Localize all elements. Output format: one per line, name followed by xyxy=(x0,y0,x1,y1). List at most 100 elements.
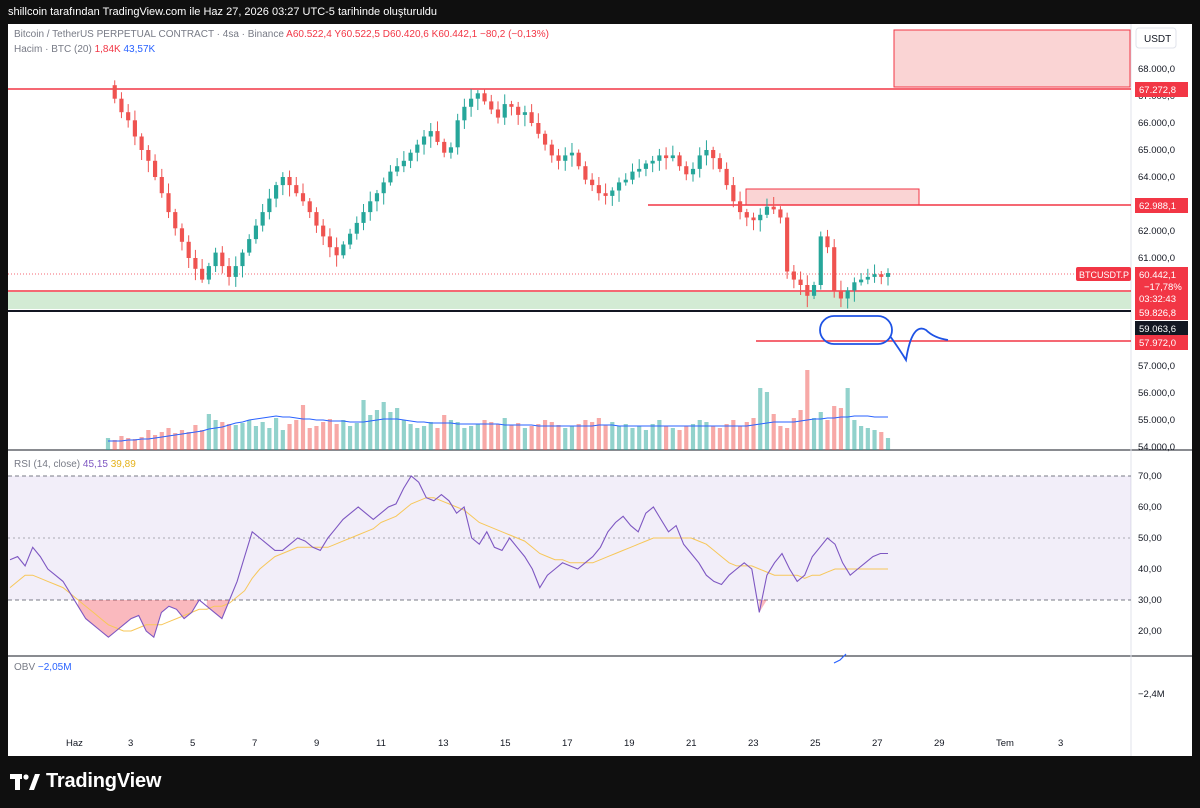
volume-bar xyxy=(132,439,137,450)
symbol-name[interactable]: Bitcoin / TetherUS PERPETUAL CONTRACT · … xyxy=(14,29,284,40)
volume-bar xyxy=(274,418,279,450)
candle-body xyxy=(240,252,245,267)
candle-body xyxy=(832,247,837,291)
price-tick: 66.000,0 xyxy=(1138,118,1175,129)
obv-legend[interactable]: OBV −2,05M xyxy=(14,662,72,673)
candle-body xyxy=(213,252,218,267)
volume-bar xyxy=(684,426,689,450)
rsi-ma-value: 39,89 xyxy=(110,459,136,470)
candle-body xyxy=(670,155,675,159)
volume-bar xyxy=(294,420,299,450)
volume-bar xyxy=(805,370,810,450)
rsi-label: RSI (14, close) xyxy=(14,459,81,470)
candle-body xyxy=(677,155,682,167)
rsi-tick: 60,00 xyxy=(1138,502,1162,513)
time-tick: 3 xyxy=(1058,738,1063,749)
chart-svg[interactable]: 68.000,067.000,066.000,065.000,064.000,0… xyxy=(8,24,1192,756)
price-axis[interactable]: 68.000,067.000,066.000,065.000,064.000,0… xyxy=(1138,64,1175,453)
rsi-tick: 50,00 xyxy=(1138,533,1162,544)
candle-body xyxy=(704,150,709,156)
volume-bar xyxy=(368,415,373,450)
volume-bar xyxy=(690,424,696,450)
volume-bar xyxy=(859,426,864,450)
candle-body xyxy=(690,168,696,175)
volume-bar xyxy=(818,412,823,450)
volume-bar xyxy=(220,422,225,450)
candle-body xyxy=(502,104,507,118)
time-tick: Tem xyxy=(996,738,1014,749)
volume-bar xyxy=(502,418,507,450)
candle-body xyxy=(583,166,588,180)
rsi-axis: 70,00 60,00 50,00 40,00 30,00 20,00 xyxy=(1138,471,1162,637)
candle-body xyxy=(146,150,151,161)
candle-body xyxy=(717,158,722,169)
candle-body xyxy=(744,212,749,218)
candle-body xyxy=(435,131,440,142)
symbol-tag: BTCUSDT.P xyxy=(1076,267,1131,281)
currency-label[interactable]: USDT xyxy=(1144,34,1171,45)
candle-body xyxy=(274,185,279,199)
volume-bar xyxy=(583,420,588,450)
volume-bar xyxy=(260,422,265,450)
price-tick: 64.000,0 xyxy=(1138,172,1175,183)
candle-body xyxy=(408,152,413,161)
time-tick: 17 xyxy=(562,738,573,749)
time-axis[interactable]: Haz 3 5 7 9 11 13 15 17 19 21 23 25 27 29 Tem 3 xyxy=(66,738,1063,749)
price-tick: 68.000,0 xyxy=(1138,64,1175,75)
volume-bar xyxy=(664,426,669,450)
time-tick: 9 xyxy=(314,738,319,749)
candle-body xyxy=(112,85,117,99)
volume-bar xyxy=(556,425,561,450)
rsi-legend[interactable]: RSI (14, close) 45,15 39,89 xyxy=(14,459,136,470)
volume-bar xyxy=(865,428,870,450)
candle-body xyxy=(421,136,427,145)
tradingview-wordmark: TradingView xyxy=(46,770,162,792)
candle-body xyxy=(179,228,185,242)
volume-bar xyxy=(542,420,548,450)
volume-legend[interactable]: Hacim · BTC (20) 1,84K 43,57K xyxy=(14,44,155,55)
volume-bar xyxy=(529,426,534,450)
symbol-legend[interactable]: Bitcoin / TetherUS PERPETUAL CONTRACT · … xyxy=(14,29,549,40)
volume-bar xyxy=(643,430,649,450)
volume-bar xyxy=(758,388,763,450)
time-tick: 25 xyxy=(810,738,821,749)
volume-bar xyxy=(112,440,117,450)
volume-bar xyxy=(314,426,319,450)
candle-body xyxy=(785,217,790,272)
candle-body xyxy=(623,179,628,183)
volume-bar xyxy=(354,423,359,450)
candle-body xyxy=(307,201,312,213)
candle-body xyxy=(563,155,568,161)
time-tick: 11 xyxy=(376,738,386,749)
volume-bar xyxy=(334,424,339,450)
svg-text:57.972,0: 57.972,0 xyxy=(1139,338,1176,349)
price-tick: 54.000,0 xyxy=(1138,442,1175,453)
last-price-tag: 60.442,1 −17,78% 03:32:43 xyxy=(1135,267,1188,310)
tradingview-logo[interactable]: TradingView xyxy=(10,770,161,793)
candle-body xyxy=(260,212,265,226)
candle-body xyxy=(415,144,420,153)
rsi-tick: 20,00 xyxy=(1138,626,1162,637)
candle-body xyxy=(569,152,575,156)
volume-bar xyxy=(563,428,568,450)
currency-button[interactable] xyxy=(1135,27,1177,49)
volume-bar xyxy=(240,423,245,450)
volume-bar xyxy=(469,426,474,450)
candle-body xyxy=(482,93,487,102)
price-tag-level-5: 57.972,0 xyxy=(1135,335,1188,350)
candle-body xyxy=(603,193,608,196)
volume-bar xyxy=(852,420,857,450)
candle-body xyxy=(630,171,635,180)
volume-bar xyxy=(173,433,178,450)
candle-body xyxy=(233,266,238,277)
volume-bar xyxy=(280,430,285,450)
volume-bar xyxy=(751,418,756,450)
candle-body xyxy=(395,166,400,172)
volume-bar xyxy=(576,424,581,450)
rsi-value: 45,15 xyxy=(82,459,108,470)
volume-bar xyxy=(832,406,837,450)
volume-bar xyxy=(341,420,346,450)
candle-body xyxy=(764,206,770,215)
candle-body xyxy=(287,177,292,186)
candle-body xyxy=(542,133,548,145)
